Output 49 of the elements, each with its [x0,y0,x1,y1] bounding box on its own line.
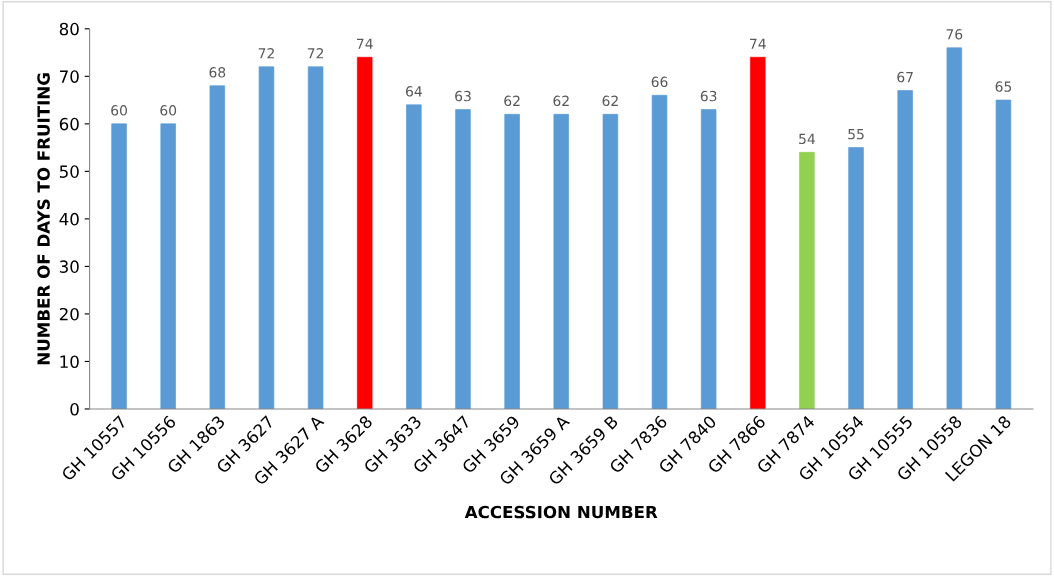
data-label: 76 [946,29,963,40]
bar [455,109,471,409]
data-label: 60 [160,105,177,116]
data-label: 63 [455,90,471,102]
y-tick-label: 40 [59,212,79,226]
bar [406,104,422,409]
y-tick-label: 60 [59,117,79,131]
bar [946,47,963,409]
data-label: 62 [553,95,569,107]
data-label: 60 [111,105,127,116]
data-label: 65 [995,81,1012,92]
x-axis-title: ACCESSION NUMBER [464,505,658,519]
bar [307,66,324,409]
data-label: 72 [258,48,274,59]
bar [357,56,373,409]
y-tick-label: 10 [60,355,79,369]
bar [750,56,766,409]
bar [897,90,913,409]
bar [160,123,176,409]
bar [848,147,864,409]
y-tick-label: 0 [70,402,79,416]
data-label: 74 [750,38,766,49]
bar [700,109,717,409]
y-tick-label: 30 [59,260,79,273]
y-axis-title: NUMBER OF DAYS TO FRUITING [37,73,50,365]
data-label: 64 [405,86,422,97]
bar [995,99,1012,409]
data-label: 54 [799,133,815,145]
bar [799,152,815,409]
data-label: 68 [209,67,226,78]
data-label: 62 [602,95,618,107]
y-tick-label: 70 [60,70,79,83]
data-label: 63 [700,90,717,102]
y-tick-label: 50 [59,165,79,178]
y-tick-label: 80 [59,22,79,36]
bar [111,123,127,409]
bar [553,113,569,409]
data-label: 72 [307,48,324,59]
bar [602,113,619,409]
data-label: 67 [897,71,913,83]
bar [651,94,668,409]
y-tick-label: 20 [59,307,79,321]
bar [209,85,226,409]
bar [258,66,275,409]
data-label: 62 [504,95,520,107]
bar [504,113,520,409]
data-label: 74 [357,38,373,49]
data-label: 55 [848,129,864,140]
data-label: 66 [651,76,668,88]
